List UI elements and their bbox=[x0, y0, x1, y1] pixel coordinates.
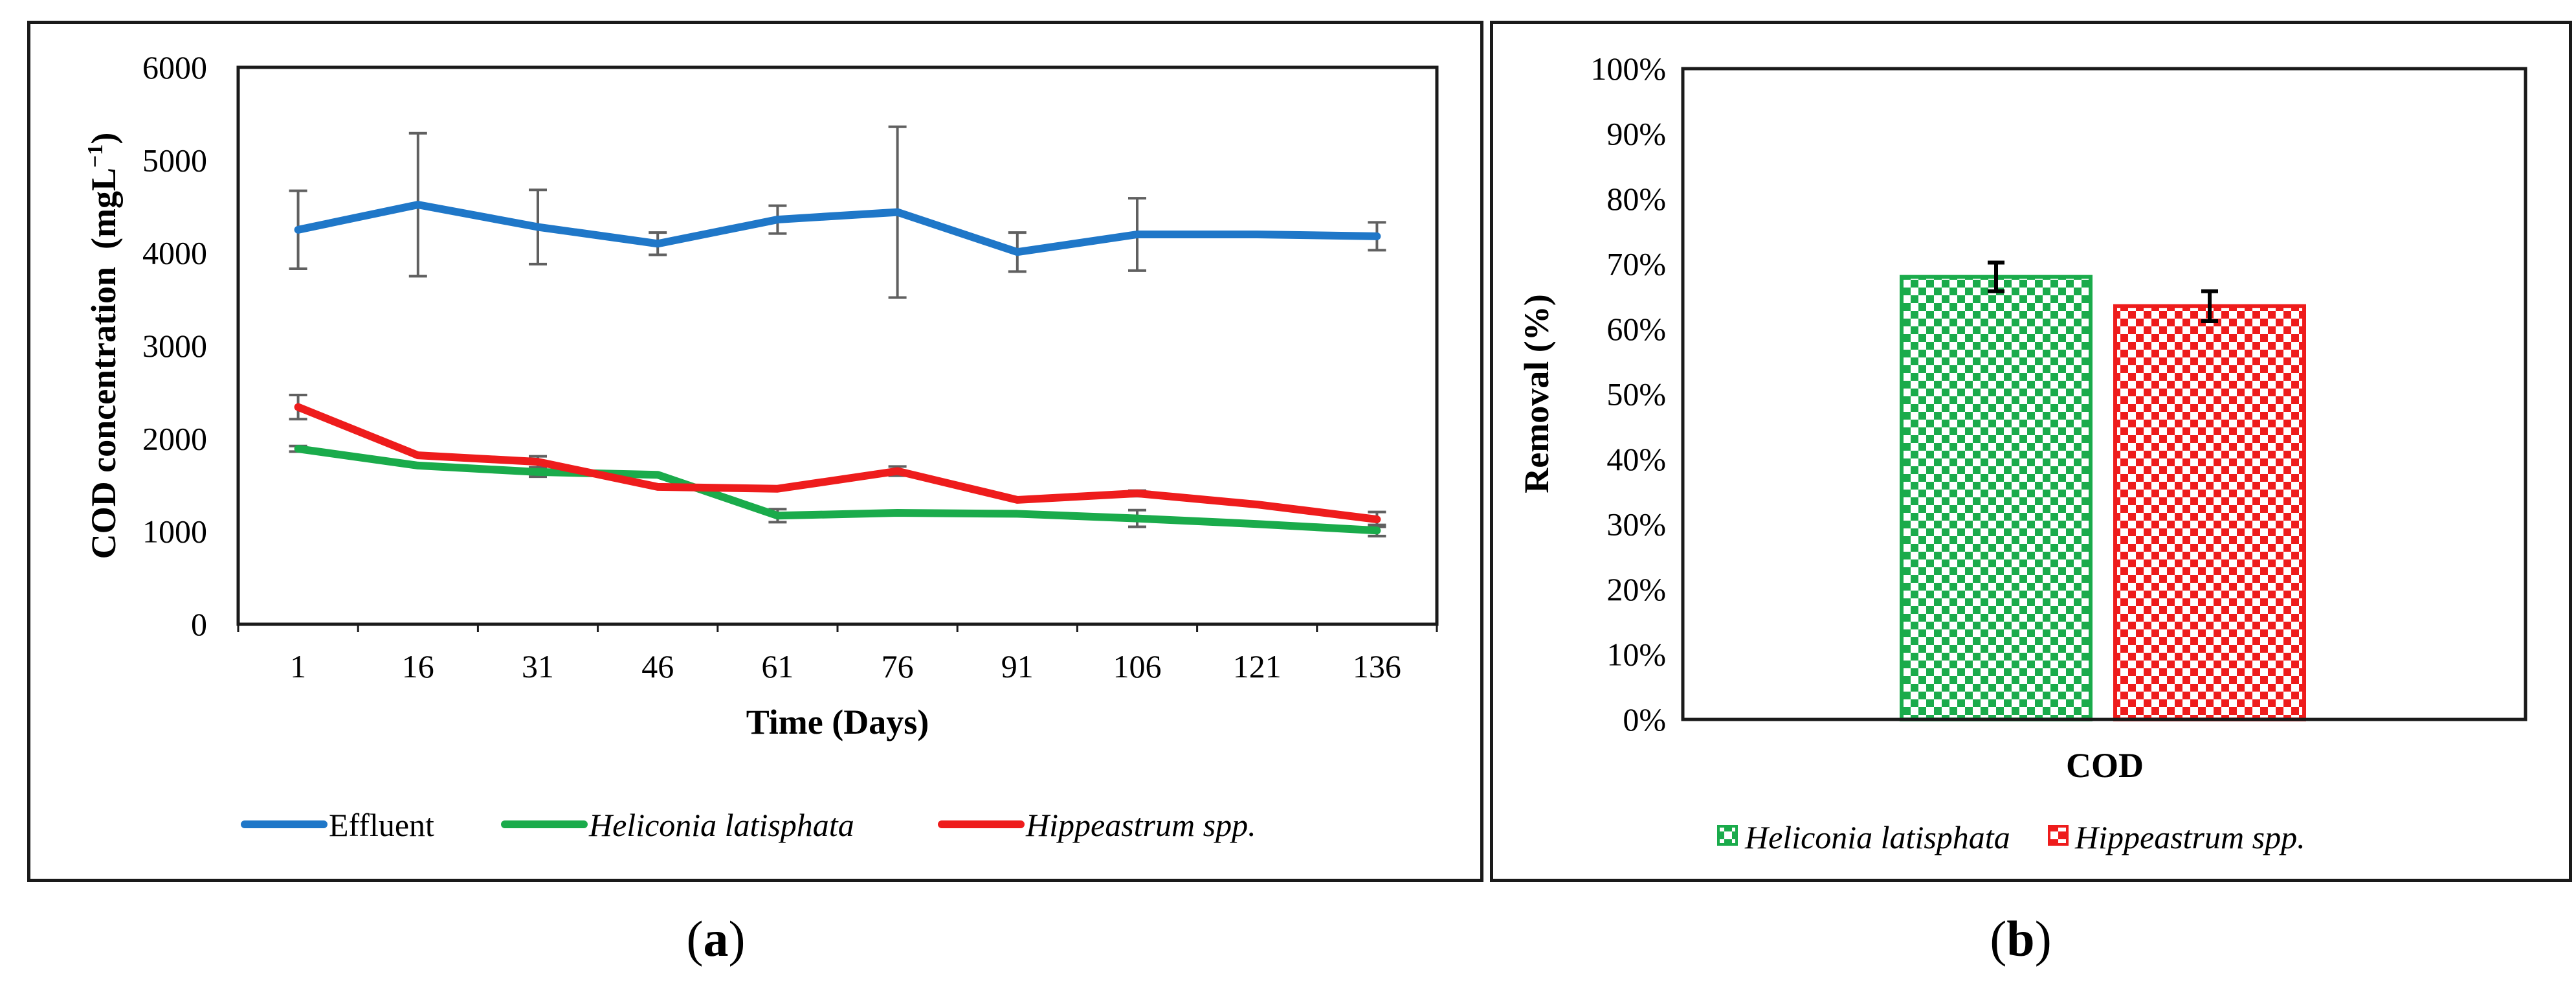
panel-a-frame bbox=[27, 21, 1483, 882]
error-bar-b-heliconia-latisphata bbox=[1988, 260, 2004, 293]
series-line-heliconia-latisphata bbox=[294, 445, 1381, 535]
legend-item-effluent: Effluent bbox=[241, 807, 434, 843]
y-tick-label-b-30: 30% bbox=[1606, 506, 1666, 543]
legend-b-label-heliconia: Heliconia latisphata bbox=[1744, 819, 2010, 855]
y-tick-label-b-0: 0% bbox=[1623, 701, 1666, 738]
y-tick-label-b-100: 100% bbox=[1590, 51, 1666, 87]
x-tick-label-a-16: 16 bbox=[402, 648, 434, 684]
y-tick-label-a-2000: 2000 bbox=[142, 420, 207, 457]
error-bar-b-hippeastrum-spp bbox=[2201, 289, 2218, 323]
panel-a-x-tick-marks bbox=[237, 624, 1438, 632]
x-tick-label-a-136: 136 bbox=[1353, 648, 1401, 684]
panel-b-bars bbox=[1900, 275, 2306, 722]
x-tick-label-a-46: 46 bbox=[641, 648, 674, 684]
panel-a-legend: Effluent Heliconia latisphata Hippeastru… bbox=[241, 807, 1256, 843]
panel-a-error-bars bbox=[289, 125, 1386, 537]
bar-hippeastrum-spp bbox=[2113, 304, 2306, 721]
x-tick-label-a-76: 76 bbox=[882, 648, 914, 684]
panel-a-y-tick-labels: 0 1000 2000 3000 4000 5000 6000 bbox=[142, 49, 207, 642]
x-tick-label-a-106: 106 bbox=[1113, 648, 1162, 684]
x-tick-label-a-61: 61 bbox=[761, 648, 794, 684]
panel-b-y-tick-labels: 0% 10% 20% 30% 40% 50% 60% 70% 80% 90% 100% bbox=[1590, 51, 1666, 738]
y-tick-label-b-70: 70% bbox=[1606, 246, 1666, 282]
y-tick-label-b-40: 40% bbox=[1606, 441, 1666, 477]
y-tick-label-a-5000: 5000 bbox=[142, 142, 207, 178]
legend-item-heliconia: Heliconia latisphata bbox=[501, 807, 854, 843]
x-tick-label-a-1: 1 bbox=[290, 648, 306, 684]
y-tick-label-b-60: 60% bbox=[1606, 311, 1666, 347]
y-tick-label-a-3000: 3000 bbox=[142, 328, 207, 364]
panel-b-chart: 0% 10% 20% 30% 40% 50% 60% 70% 80% 90% 100% COD Re… bbox=[1517, 51, 2527, 855]
series-line-hippeastrum-spp bbox=[294, 403, 1381, 524]
bar-heliconia-latisphata bbox=[1900, 275, 2093, 722]
y-tick-label-b-10: 10% bbox=[1606, 637, 1666, 673]
legend-b-item-heliconia: Heliconia latisphata bbox=[1717, 819, 2010, 855]
x-tick-label-a-31: 31 bbox=[522, 648, 554, 684]
panel-b-plot-area bbox=[1681, 67, 2527, 721]
panel-a-series-lines bbox=[294, 201, 1381, 535]
series-line-effluent bbox=[294, 201, 1381, 256]
legend-b-item-hippeastrum: Hippeastrum spp. bbox=[2048, 819, 2305, 855]
y-tick-label-b-80: 80% bbox=[1606, 181, 1666, 217]
legend-label-hippeastrum: Hippeastrum spp. bbox=[1025, 807, 1256, 843]
y-tick-label-b-90: 90% bbox=[1606, 116, 1666, 152]
panel-b-x-axis-title: COD bbox=[2066, 746, 2144, 785]
caption-b: (b) bbox=[1990, 910, 2051, 967]
y-tick-label-a-4000: 4000 bbox=[142, 235, 207, 271]
y-tick-label-b-50: 50% bbox=[1606, 376, 1666, 412]
caption-a: (a) bbox=[687, 910, 746, 967]
panel-b-y-axis-title: Removal (%) bbox=[1517, 294, 1556, 493]
panel-a-x-axis-title: Time (Days) bbox=[746, 703, 929, 741]
legend-item-hippeastrum: Hippeastrum spp. bbox=[938, 807, 1256, 843]
y-tick-label-a-6000: 6000 bbox=[142, 49, 207, 85]
legend-label-heliconia: Heliconia latisphata bbox=[588, 807, 854, 843]
legend-label-effluent: Effluent bbox=[329, 807, 434, 843]
legend-b-swatch-heliconia bbox=[1717, 825, 1738, 846]
panel-a-y-axis-title: COD concentration (mgL−1) bbox=[83, 133, 123, 559]
y-tick-label-a-1000: 1000 bbox=[142, 514, 207, 550]
panel-b-legend: Heliconia latisphata Hippeastrum spp. bbox=[1717, 819, 2305, 855]
y-tick-label-a-0: 0 bbox=[191, 606, 207, 642]
panel-a-x-tick-labels: 1 16 31 46 61 76 91 106 121 136 bbox=[290, 648, 1401, 684]
legend-b-label-hippeastrum: Hippeastrum spp. bbox=[2074, 819, 2305, 855]
x-tick-label-a-121: 121 bbox=[1233, 648, 1282, 684]
legend-b-swatch-hippeastrum bbox=[2048, 825, 2069, 846]
panel-b-error-bars bbox=[1988, 260, 2218, 323]
x-tick-label-a-91: 91 bbox=[1001, 648, 1034, 684]
y-tick-label-b-20: 20% bbox=[1606, 571, 1666, 607]
